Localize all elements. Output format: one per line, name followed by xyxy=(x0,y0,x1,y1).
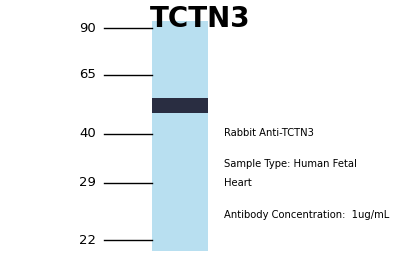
Text: 29: 29 xyxy=(79,176,96,189)
Text: 90: 90 xyxy=(79,22,96,34)
Text: Rabbit Anti-TCTN3: Rabbit Anti-TCTN3 xyxy=(224,128,314,139)
Text: Antibody Concentration:  1ug/mL: Antibody Concentration: 1ug/mL xyxy=(224,210,389,220)
Bar xyxy=(152,98,208,113)
Text: 40: 40 xyxy=(79,127,96,140)
Text: 65: 65 xyxy=(79,68,96,81)
Text: Heart: Heart xyxy=(224,178,252,188)
Text: Sample Type: Human Fetal: Sample Type: Human Fetal xyxy=(224,159,357,169)
Bar xyxy=(152,21,208,251)
Text: TCTN3: TCTN3 xyxy=(150,5,250,33)
Text: 22: 22 xyxy=(79,234,96,247)
